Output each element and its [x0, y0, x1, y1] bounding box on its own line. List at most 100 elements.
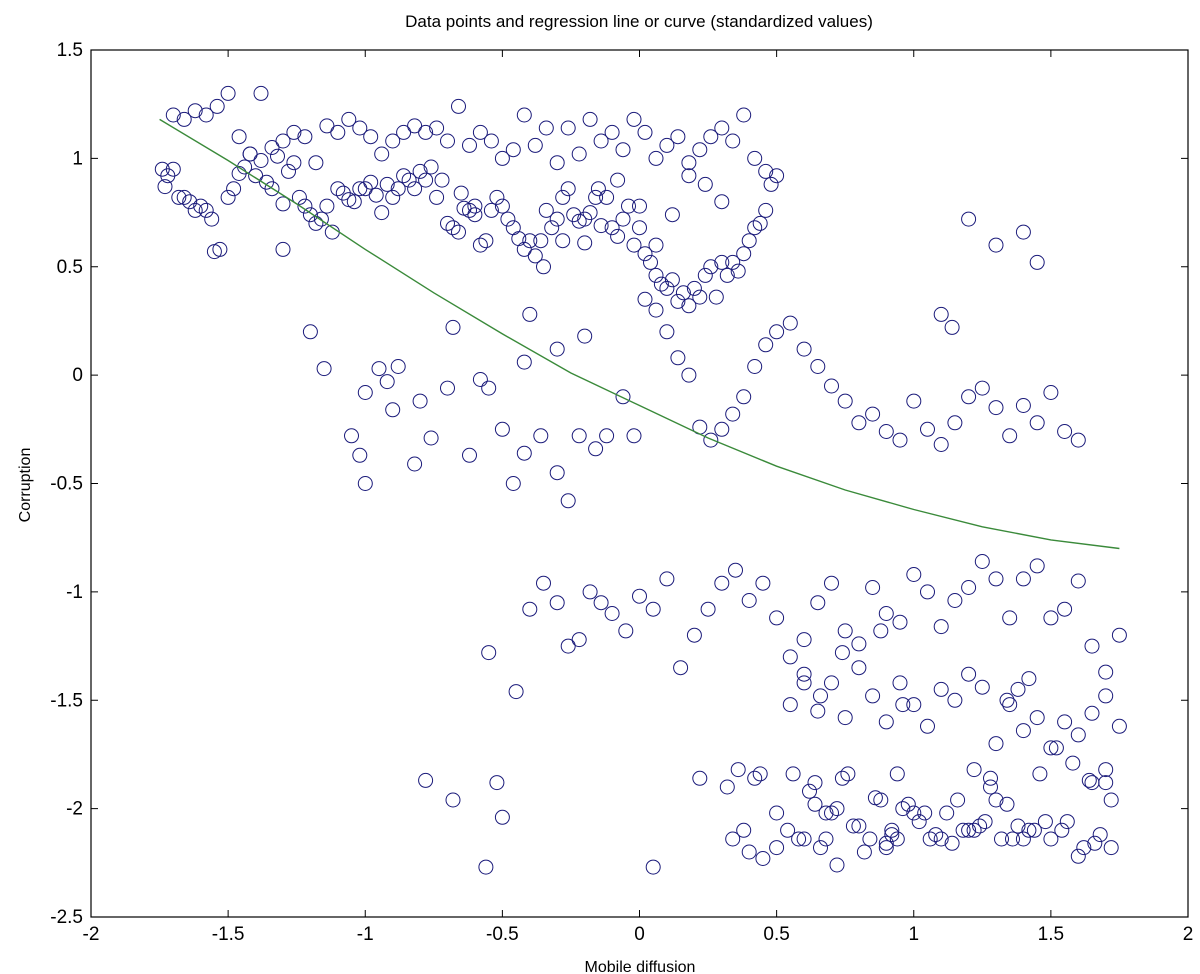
- data-point: [390, 181, 406, 197]
- data-point: [728, 562, 743, 578]
- data-point: [810, 595, 826, 611]
- data-point: [928, 827, 944, 843]
- data-point: [920, 718, 935, 734]
- data-point: [582, 111, 598, 127]
- data-point: [730, 263, 746, 279]
- data-point: [577, 328, 593, 344]
- data-point: [270, 148, 285, 164]
- data-point: [961, 822, 977, 838]
- data-point: [933, 619, 949, 635]
- regression-curve: [159, 118, 1120, 550]
- x-tick-label: -1: [357, 924, 374, 945]
- data-point: [974, 380, 990, 396]
- data-point: [878, 606, 894, 621]
- x-axis-label: Mobile diffusion: [585, 959, 696, 974]
- data-point: [357, 385, 373, 400]
- data-point: [1065, 755, 1081, 771]
- data-point: [810, 703, 826, 719]
- data-point: [747, 220, 763, 236]
- data-point: [440, 380, 455, 396]
- data-point: [758, 202, 774, 218]
- data-point: [697, 176, 713, 192]
- data-point: [878, 835, 894, 851]
- data-point: [906, 393, 922, 409]
- data-point: [988, 736, 1004, 752]
- data-point: [368, 187, 384, 203]
- data-point: [670, 293, 686, 309]
- data-point: [505, 142, 521, 158]
- x-tick-label: 0: [634, 924, 645, 945]
- data-point: [988, 571, 1004, 587]
- data-point: [571, 146, 587, 162]
- data-point: [648, 237, 664, 253]
- data-point: [226, 181, 242, 197]
- data-point: [824, 675, 839, 691]
- data-point: [198, 202, 214, 218]
- data-point: [884, 822, 900, 838]
- data-point: [472, 237, 488, 253]
- data-point: [330, 124, 346, 140]
- data-point: [824, 378, 839, 394]
- data-point: [1002, 610, 1018, 626]
- data-point: [248, 168, 264, 184]
- data-point: [1043, 831, 1059, 847]
- data-point: [555, 233, 571, 249]
- data-point: [379, 176, 395, 192]
- data-point: [379, 374, 395, 390]
- data-point: [714, 194, 730, 210]
- data-point: [264, 181, 280, 197]
- data-point: [988, 400, 1004, 416]
- data-point: [796, 341, 812, 357]
- data-point: [632, 198, 647, 214]
- data-point: [645, 601, 661, 617]
- data-point: [961, 389, 977, 405]
- data-point: [374, 146, 390, 162]
- data-point: [974, 554, 990, 569]
- data-point: [933, 831, 949, 847]
- data-point: [947, 692, 963, 708]
- data-point: [755, 851, 771, 866]
- data-point: [648, 302, 664, 318]
- data-point: [508, 684, 524, 700]
- data-point: [703, 129, 719, 145]
- data-point: [681, 367, 697, 383]
- data-point: [176, 111, 192, 127]
- data-point: [1015, 723, 1031, 739]
- data-point: [851, 636, 867, 652]
- data-point: [401, 172, 417, 188]
- data-point: [165, 107, 181, 123]
- data-point: [560, 120, 576, 136]
- data-point: [494, 150, 510, 166]
- data-point: [297, 129, 313, 145]
- data-point: [796, 632, 812, 648]
- data-point: [610, 172, 626, 188]
- data-point: [242, 146, 258, 162]
- y-tick-label: 0: [72, 365, 83, 386]
- data-point: [610, 228, 626, 244]
- data-point: [741, 233, 757, 249]
- data-point: [264, 140, 280, 155]
- data-point: [906, 567, 922, 582]
- data-point: [637, 291, 653, 307]
- data-point: [253, 85, 269, 101]
- data-point: [802, 783, 817, 799]
- x-tick-label: 2: [1183, 924, 1194, 945]
- data-point: [599, 428, 615, 444]
- data-point: [966, 822, 982, 838]
- data-point: [1057, 714, 1073, 730]
- data-point: [961, 580, 977, 595]
- data-point: [494, 421, 510, 437]
- data-point: [308, 155, 324, 171]
- data-point: [363, 129, 379, 145]
- data-point: [472, 124, 488, 140]
- data-point: [840, 766, 856, 782]
- data-point: [626, 111, 642, 127]
- data-point: [1010, 681, 1026, 697]
- data-point: [818, 831, 834, 847]
- x-tick-label: -1.5: [212, 924, 245, 945]
- y-tick-label: -1: [66, 582, 83, 603]
- data-point: [675, 285, 691, 301]
- data-point: [522, 601, 538, 617]
- data-point: [626, 428, 642, 444]
- data-point: [725, 254, 741, 270]
